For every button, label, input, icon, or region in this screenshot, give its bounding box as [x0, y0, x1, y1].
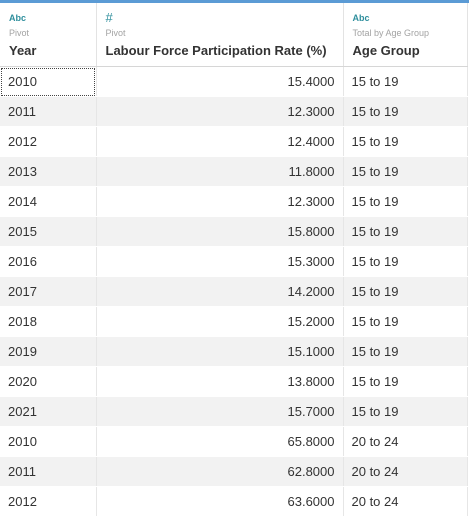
age-group-cell[interactable]: 20 to 24 — [343, 486, 468, 517]
rate-cell[interactable]: 15.2000 — [96, 306, 344, 337]
rate-cell[interactable]: 13.8000 — [96, 366, 344, 397]
table-body: 2010 15.4000 15 to 19 2011 12.3000 15 to 19 20… — [0, 66, 468, 517]
table-row[interactable]: 2017 14.2000 15 to 19 — [0, 276, 468, 307]
year-cell[interactable]: 2015 — [0, 216, 97, 247]
column-name: Labour Force Participation Rate (%) — [105, 43, 327, 58]
year-cell[interactable]: 2011 — [0, 456, 97, 487]
table-row[interactable]: 2018 15.2000 15 to 19 — [0, 306, 468, 337]
age-group-cell[interactable]: 20 to 24 — [343, 426, 468, 457]
age-group-cell[interactable]: 15 to 19 — [343, 366, 468, 397]
column-name: Year — [9, 43, 37, 58]
column-header-age-group[interactable]: Abc Total by Age Group Age Group — [343, 3, 468, 67]
age-group-cell[interactable]: 15 to 19 — [343, 186, 468, 217]
year-cell[interactable]: 2018 — [0, 306, 97, 337]
age-group-cell[interactable]: 15 to 19 — [343, 216, 468, 247]
age-group-cell[interactable]: 15 to 19 — [343, 276, 468, 307]
year-cell[interactable]: 2017 — [0, 276, 97, 307]
rate-cell[interactable]: 15.3000 — [96, 246, 344, 277]
rate-cell[interactable]: 15.1000 — [96, 336, 344, 367]
table-row[interactable]: 2011 62.8000 20 to 24 — [0, 456, 468, 487]
column-header-year[interactable]: Abc Pivot Year — [0, 3, 97, 67]
rate-cell[interactable]: 62.8000 — [96, 456, 344, 487]
year-cell[interactable]: 2021 — [0, 396, 97, 427]
table-row[interactable]: 2010 15.4000 15 to 19 — [0, 66, 468, 97]
table-row[interactable]: 2013 11.8000 15 to 19 — [0, 156, 468, 187]
column-name: Age Group — [352, 43, 420, 58]
age-group-cell[interactable]: 15 to 19 — [343, 126, 468, 157]
year-cell[interactable]: 2014 — [0, 186, 97, 217]
rate-cell[interactable]: 14.2000 — [96, 276, 344, 307]
year-cell[interactable]: 2011 — [0, 96, 97, 127]
rate-cell[interactable]: 12.3000 — [96, 186, 344, 217]
age-group-cell[interactable]: 20 to 24 — [343, 456, 468, 487]
data-table: Abc Pivot Year # Pivot Labour Force Part… — [0, 3, 468, 517]
year-cell[interactable]: 2012 — [0, 486, 97, 517]
rate-cell[interactable]: 15.7000 — [96, 396, 344, 427]
column-source-label: Pivot — [9, 28, 30, 38]
table-row[interactable]: 2019 15.1000 15 to 19 — [0, 336, 468, 367]
age-group-cell[interactable]: 15 to 19 — [343, 306, 468, 337]
table-row[interactable]: 2014 12.3000 15 to 19 — [0, 186, 468, 217]
table-row[interactable]: 2012 63.6000 20 to 24 — [0, 486, 468, 517]
age-group-cell[interactable]: 15 to 19 — [343, 66, 468, 97]
rate-cell[interactable]: 11.8000 — [96, 156, 344, 187]
number-type-icon[interactable]: # — [105, 10, 113, 25]
column-source-label: Total by Age Group — [352, 28, 430, 38]
rate-cell[interactable]: 15.4000 — [96, 66, 344, 97]
age-group-cell[interactable]: 15 to 19 — [343, 156, 468, 187]
table-row[interactable]: 2011 12.3000 15 to 19 — [0, 96, 468, 127]
year-cell[interactable]: 2010 — [0, 66, 97, 97]
age-group-cell[interactable]: 15 to 19 — [343, 246, 468, 277]
string-type-icon[interactable]: Abc — [9, 13, 27, 23]
year-cell[interactable]: 2013 — [0, 156, 97, 187]
table-row[interactable]: 2012 12.4000 15 to 19 — [0, 126, 468, 157]
year-cell[interactable]: 2010 — [0, 426, 97, 457]
table-row[interactable]: 2015 15.8000 15 to 19 — [0, 216, 468, 247]
table-row[interactable]: 2016 15.3000 15 to 19 — [0, 246, 468, 277]
age-group-cell[interactable]: 15 to 19 — [343, 336, 468, 367]
table-header: Abc Pivot Year # Pivot Labour Force Part… — [0, 3, 468, 67]
age-group-cell[interactable]: 15 to 19 — [343, 96, 468, 127]
rate-cell[interactable]: 12.4000 — [96, 126, 344, 157]
table-row[interactable]: 2010 65.8000 20 to 24 — [0, 426, 468, 457]
year-cell[interactable]: 2016 — [0, 246, 97, 277]
rate-cell[interactable]: 15.8000 — [96, 216, 344, 247]
year-cell[interactable]: 2012 — [0, 126, 97, 157]
string-type-icon[interactable]: Abc — [352, 13, 370, 23]
rate-cell[interactable]: 65.8000 — [96, 426, 344, 457]
year-cell[interactable]: 2019 — [0, 336, 97, 367]
table-row[interactable]: 2021 15.7000 15 to 19 — [0, 396, 468, 427]
column-source-label: Pivot — [105, 28, 126, 38]
header-row: Abc Pivot Year # Pivot Labour Force Part… — [0, 3, 468, 67]
column-header-rate[interactable]: # Pivot Labour Force Participation Rate … — [96, 3, 344, 67]
table-row[interactable]: 2020 13.8000 15 to 19 — [0, 366, 468, 397]
rate-cell[interactable]: 63.6000 — [96, 486, 344, 517]
rate-cell[interactable]: 12.3000 — [96, 96, 344, 127]
year-cell[interactable]: 2020 — [0, 366, 97, 397]
age-group-cell[interactable]: 15 to 19 — [343, 396, 468, 427]
